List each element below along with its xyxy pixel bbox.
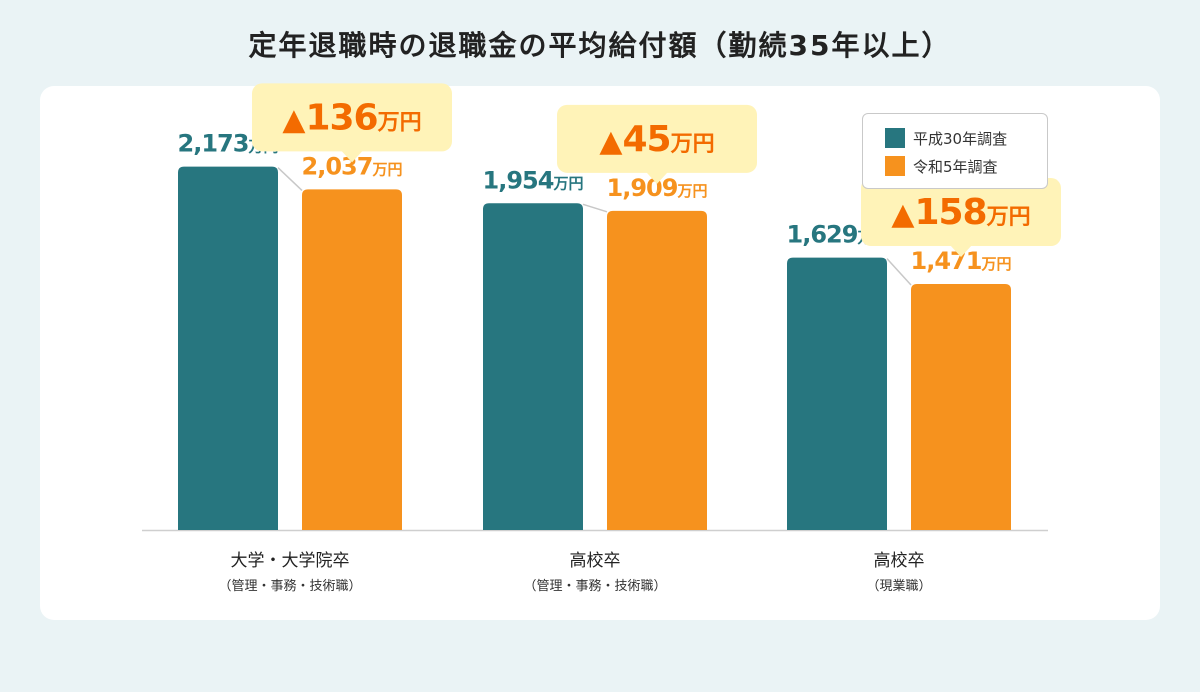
difference-label-0: ▲136万円 [282,97,421,138]
difference-label-2: ▲158万円 [891,192,1030,233]
difference-value-1: 45 [622,119,670,160]
value-label-series1-1-number: 1,954 [483,166,554,194]
value-label-series2-1: 1,909万円 [607,174,708,202]
difference-unit-0: 万円 [377,110,422,135]
value-label-series2-2-unit: 万円 [980,255,1011,273]
value-label-series2-0-unit: 万円 [371,160,402,178]
difference-symbol-1: ▲ [599,124,622,159]
category-sublabel-2: （現業職） [866,578,931,594]
chart-title: 定年退職時の退職金の平均給付額（勤続35年以上） [248,29,952,62]
bar-series1-2 [787,257,887,530]
bar-series2-1 [607,210,707,531]
connector-line-1 [582,203,608,213]
difference-label-1: ▲45万円 [599,119,714,160]
callout-pointer-2 [950,245,972,258]
callout-pointer-1 [646,171,668,184]
difference-unit-2: 万円 [986,205,1031,230]
category-label-2: 高校卒 [874,551,925,571]
bar-series2-0 [302,189,402,530]
connector-line-2 [886,258,912,286]
bar-series2-2 [911,284,1011,530]
value-label-series2-1-unit: 万円 [676,182,707,200]
difference-symbol-2: ▲ [891,197,914,232]
value-label-series2-2: 1,471万円 [911,247,1012,275]
value-label-series2-1-number: 1,909 [607,174,678,202]
value-label-series1-1-unit: 万円 [552,174,583,192]
value-label-series1-2-number: 1,629 [787,221,858,249]
legend-label-series2: 令和5年調査 [913,157,998,176]
difference-value-2: 158 [914,192,986,233]
legend: 平成30年調査 令和5年調査 [862,113,1048,189]
callout-bubble-2 [861,178,1061,247]
value-label-series1-1: 1,954万円 [483,166,584,194]
connector-line-0 [277,167,303,191]
value-label-series1-0-number: 2,173 [178,130,249,158]
legend-label-series1: 平成30年調査 [913,129,1008,148]
bar-series1-1 [483,203,583,530]
legend-swatch-series2 [885,156,905,176]
legend-swatch-series1 [885,128,905,148]
callout-pointer-0 [341,150,363,163]
bar-series1-0 [178,166,278,531]
category-label-0: 大学・大学院卒 [231,551,350,571]
category-sublabel-1: （管理・事務・技術職） [523,579,666,594]
value-label-series2-0: 2,037万円 [302,152,403,180]
legend-item-series1: 平成30年調査 [885,127,1007,149]
category-sublabel-0: （管理・事務・技術職） [218,579,361,594]
difference-value-0: 136 [305,97,377,138]
value-label-series2-2-number: 1,471 [911,247,982,275]
difference-symbol-0: ▲ [282,102,305,137]
callout-bubble-1 [557,104,757,173]
category-label-1: 高校卒 [570,551,621,571]
callout-bubble-0 [252,83,452,152]
difference-unit-1: 万円 [670,132,715,157]
value-label-series2-0-number: 2,037 [302,152,373,180]
legend-item-series2: 令和5年調査 [885,155,998,177]
